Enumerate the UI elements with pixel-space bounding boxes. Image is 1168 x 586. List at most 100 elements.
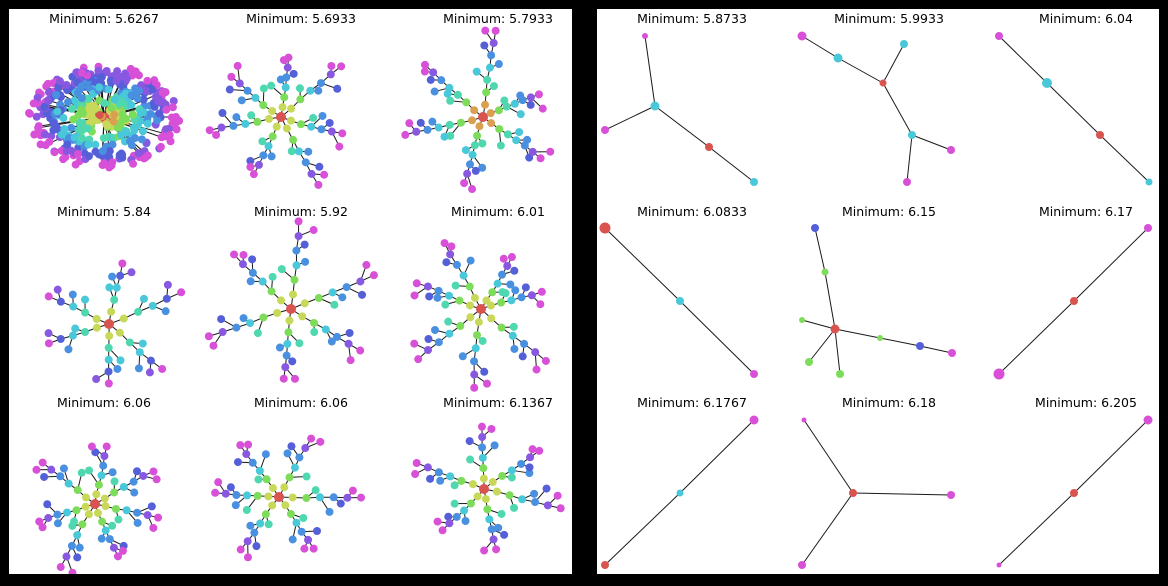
graph-node — [512, 136, 521, 145]
graph-6 — [993, 224, 1152, 380]
graph-node — [507, 466, 516, 475]
graph-node — [531, 498, 540, 507]
graph-node — [53, 519, 62, 528]
graph-node — [510, 344, 519, 353]
graph-5 — [799, 224, 956, 378]
graph-5 — [204, 217, 378, 383]
graph-node — [85, 466, 94, 475]
graph-node — [59, 155, 68, 164]
graph-node — [486, 301, 495, 310]
graph-node — [258, 137, 267, 146]
graph-node — [489, 535, 498, 544]
graph-node — [470, 383, 479, 392]
graph-node — [227, 72, 236, 81]
graph-node — [229, 121, 238, 130]
graph-node — [118, 546, 127, 555]
graph-node — [442, 258, 451, 267]
graph-node — [457, 476, 466, 485]
graph-node — [343, 493, 352, 502]
graph-node — [262, 475, 271, 484]
graph-node — [283, 449, 292, 458]
graph-node — [507, 296, 516, 305]
graph-node — [139, 294, 148, 303]
graph-node — [543, 501, 552, 510]
graph-node — [53, 107, 62, 116]
graph-node — [77, 94, 86, 103]
graph-node — [425, 292, 434, 301]
graph-node — [318, 111, 327, 120]
graph-node — [248, 255, 257, 264]
graph-node — [501, 289, 510, 298]
graph-edge — [824, 271, 836, 330]
graph-node — [81, 328, 90, 337]
graph-node — [101, 526, 110, 535]
graph-node — [268, 132, 277, 141]
graph-node — [127, 268, 136, 277]
graph-node — [238, 260, 247, 269]
graph-node — [750, 178, 758, 186]
subplot-title: Minimum: 6.0833 — [637, 204, 747, 219]
graph-node — [483, 505, 492, 514]
subplot-title: Minimum: 6.06 — [254, 395, 348, 410]
right-graph-grid: Minimum: 5.8733 Minimum: 5.9933 Minimum: 6… — [599, 11, 1153, 569]
graph-3 — [401, 26, 555, 194]
graph-node — [135, 348, 144, 357]
graph-node — [147, 502, 156, 511]
graph-9 — [996, 415, 1153, 568]
graph-node — [246, 162, 255, 171]
graph-node — [162, 132, 171, 141]
graph-node — [536, 154, 545, 163]
graph-node — [217, 315, 226, 324]
graph-node — [280, 483, 289, 492]
graph-4 — [599, 222, 758, 378]
graph-node — [161, 307, 170, 316]
graph-node — [420, 67, 429, 76]
graph-node — [410, 339, 419, 348]
graph-node — [261, 510, 270, 519]
graph-edge — [852, 492, 952, 496]
graph-node — [54, 84, 63, 93]
graph-node — [105, 331, 114, 340]
graph-node — [233, 61, 242, 70]
graph-node — [248, 268, 257, 277]
graph-node — [78, 109, 87, 118]
graph-node — [508, 331, 517, 340]
graph-node — [259, 84, 268, 93]
graph-node — [71, 324, 80, 333]
graph-node — [116, 271, 125, 280]
graph-node — [134, 149, 143, 158]
graph-node — [440, 132, 449, 141]
graph-node — [292, 246, 301, 255]
graph-node — [485, 63, 494, 72]
graph-node — [1096, 131, 1104, 139]
graph-node — [447, 242, 456, 251]
graph-node — [537, 287, 546, 296]
graph-node — [70, 96, 79, 105]
graph-node — [434, 286, 443, 295]
graph-node — [487, 51, 496, 60]
graph-node — [314, 293, 323, 302]
graph-node — [115, 151, 124, 160]
graph-node — [243, 553, 252, 562]
graph-node — [69, 302, 78, 311]
graph-edge — [679, 419, 755, 494]
graph-node — [333, 84, 342, 93]
graph-node — [132, 467, 141, 476]
graph-node — [246, 521, 255, 530]
graph-node — [301, 444, 310, 453]
graph-node — [316, 79, 325, 88]
graph-node — [101, 502, 110, 511]
graph-node — [476, 304, 486, 314]
graph-node — [416, 118, 425, 127]
graph-node — [445, 329, 454, 338]
graph-node — [113, 364, 122, 373]
graph-node — [490, 441, 499, 450]
graph-node — [62, 147, 71, 156]
graph-node — [232, 113, 241, 122]
graph-node — [412, 127, 421, 136]
graph-node — [139, 95, 148, 104]
graph-node — [110, 488, 119, 497]
subplot-title: Minimum: 5.7933 — [443, 11, 553, 26]
graph-node — [492, 545, 501, 554]
graph-node — [799, 317, 805, 323]
